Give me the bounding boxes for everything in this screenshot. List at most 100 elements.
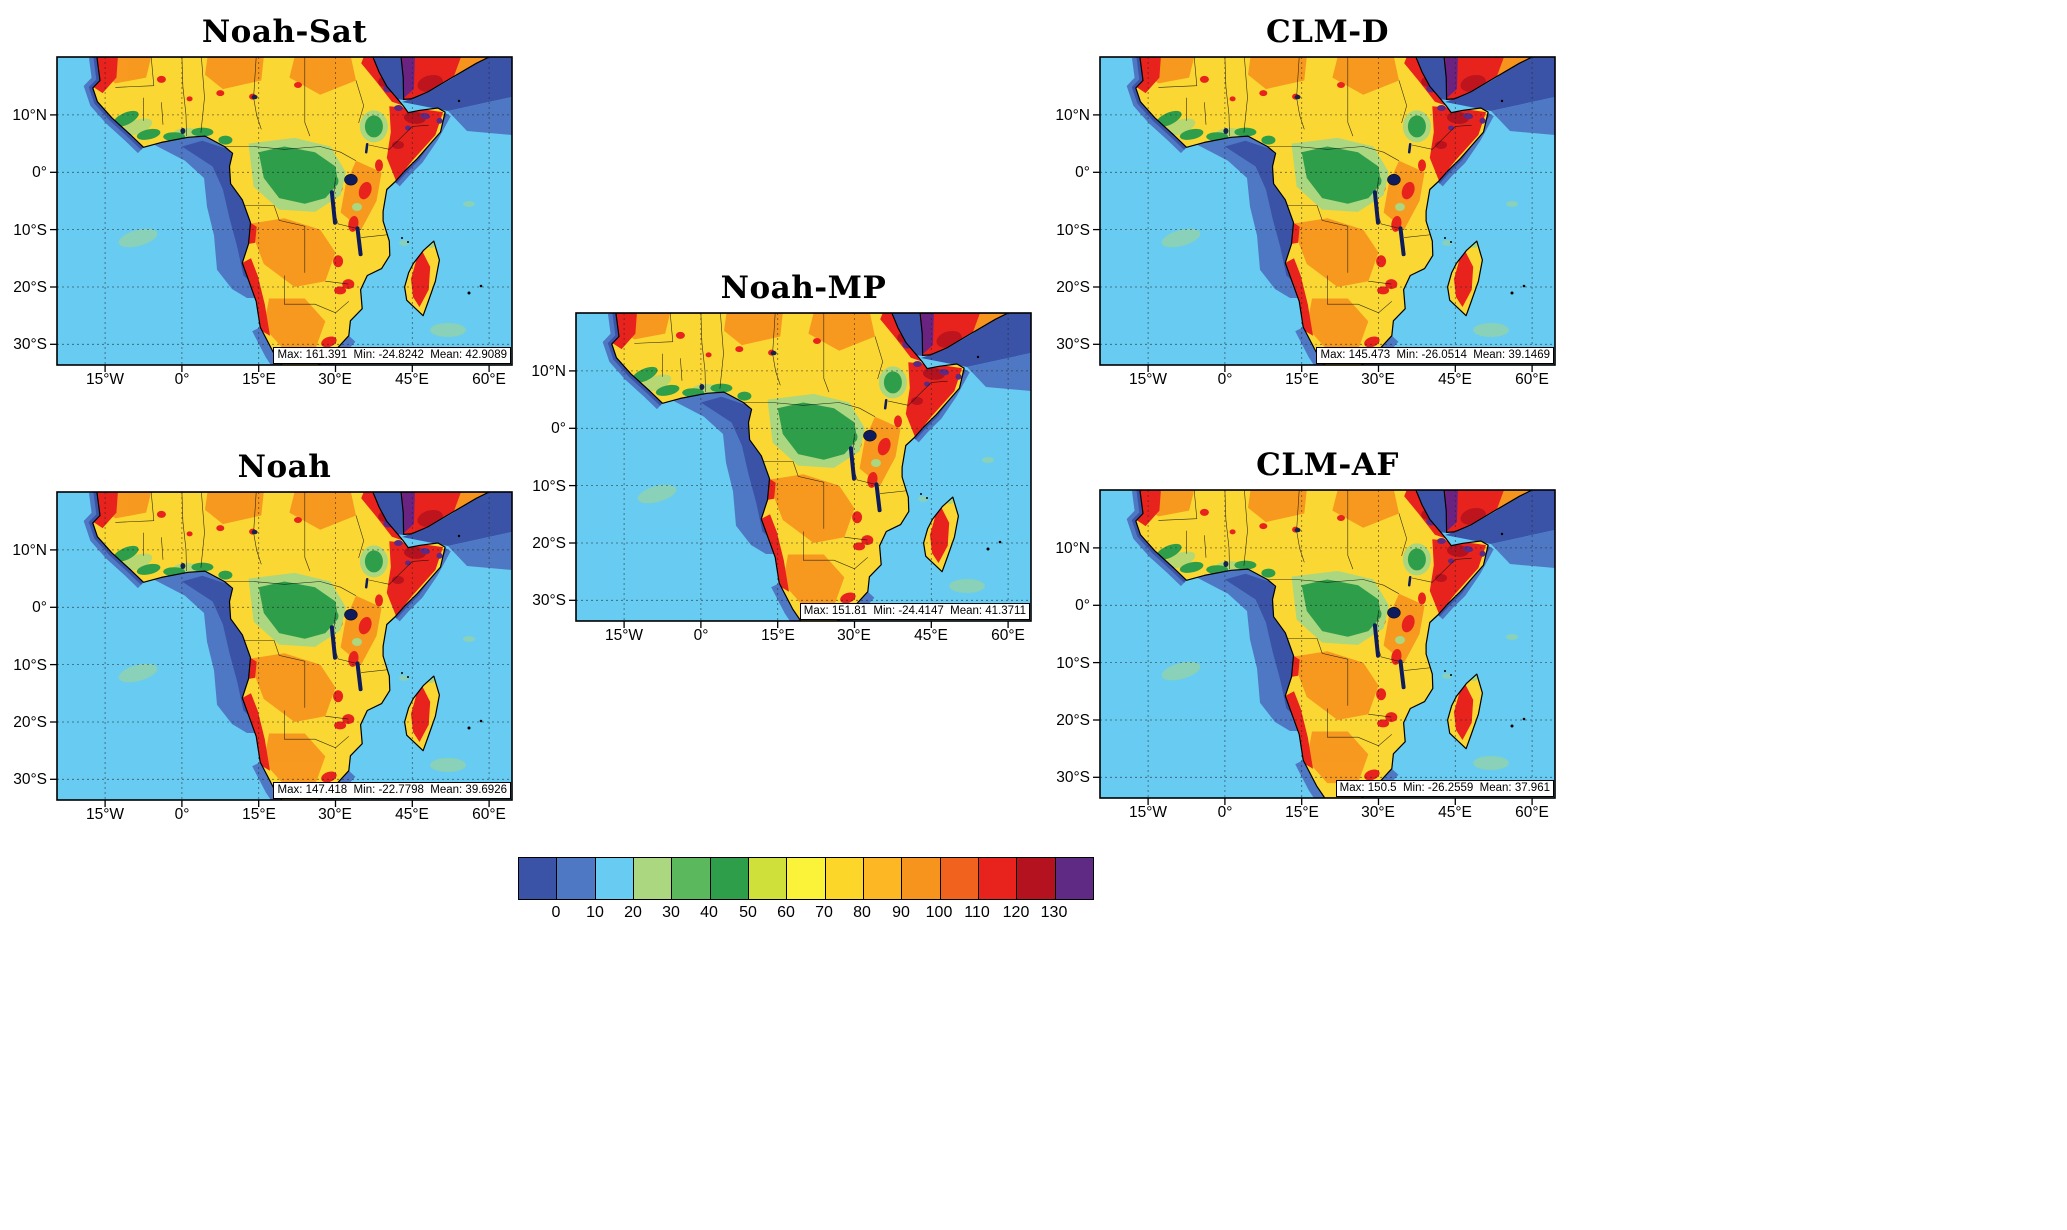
- colorbar-cell: [519, 858, 558, 899]
- lat-tick-label: 10°S: [13, 222, 47, 239]
- lat-tick-label: 30°S: [532, 592, 566, 609]
- colorbar-cell: [633, 858, 673, 899]
- lon-tick-label: 45°E: [395, 806, 429, 823]
- lon-tick-label: 60°E: [1515, 371, 1549, 388]
- lat-tick-label: 10°S: [13, 657, 47, 674]
- colorbar-tick-label: 100: [925, 904, 953, 921]
- colorbar-cell: [748, 858, 788, 899]
- colorbar-tick-label: 10: [586, 904, 604, 921]
- lon-tick-label: 15°E: [1285, 804, 1319, 821]
- panel-title-clm-af: CLM-AF: [1256, 447, 1399, 483]
- lon-tick-label: 60°E: [472, 806, 506, 823]
- lat-tick-label: 20°S: [1056, 712, 1090, 729]
- stats-box: Max: 161.391 Min: -24.8242 Mean: 42.9089: [273, 347, 511, 364]
- lon-tick-label: 15°E: [761, 627, 795, 644]
- stats-box: Max: 150.5 Min: -26.2559 Mean: 37.961: [1335, 780, 1554, 797]
- map-noah-mp: 10°N 0° 10°S 20°S 30°S 15°W 0° 15°E 30°E…: [531, 313, 1031, 644]
- colorbar-cell: [978, 858, 1018, 899]
- lat-tick-label: 10°N: [12, 542, 47, 559]
- lon-tick-label: 15°W: [1128, 804, 1168, 821]
- panel-noah-sat: Noah-Sat 10°N 0° 10°S 20°S 30°S 15°W 0° …: [12, 13, 512, 388]
- lon-tick-label: 15°W: [604, 627, 644, 644]
- africa-map: [576, 313, 1031, 621]
- colorbar-tick-label: 80: [853, 904, 871, 921]
- colorbar-tick-label: 50: [739, 904, 757, 921]
- map-clm-af: 10°N 0° 10°S 20°S 30°S 15°W 0° 15°E 30°E…: [1055, 490, 1555, 821]
- lat-tick-label: 20°S: [1056, 279, 1090, 296]
- panel-noah: Noah 10°N 0° 10°S 20°S 30°S 15°W 0° 15°E…: [12, 448, 512, 823]
- lat-tick-label: 0°: [32, 599, 47, 616]
- lon-tick-label: 60°E: [991, 627, 1025, 644]
- lon-tick-label: 30°E: [837, 627, 871, 644]
- lat-tick-label: 10°S: [1056, 655, 1090, 672]
- colorbar-tick-label: 120: [1002, 904, 1030, 921]
- lat-tick-label: 20°S: [13, 714, 47, 731]
- lon-tick-label: 45°E: [395, 371, 429, 388]
- colorbar-tick-label: 20: [624, 904, 642, 921]
- lon-tick-label: 15°E: [1285, 371, 1319, 388]
- lon-tick-label: 15°W: [1128, 371, 1168, 388]
- panel-title-clm-d: CLM-D: [1265, 14, 1390, 50]
- colorbar-tick-label: 110: [964, 904, 990, 921]
- stats-box: Max: 145.473 Min: -26.0514 Mean: 39.1469: [1316, 347, 1554, 364]
- colorbar-cell: [710, 858, 749, 899]
- lon-tick-label: 0°: [693, 627, 709, 644]
- colorbar-cell: [863, 858, 903, 899]
- lat-tick-label: 20°S: [532, 535, 566, 552]
- lat-tick-label: 0°: [1075, 164, 1090, 181]
- colorbar-tick-label: 90: [892, 904, 910, 921]
- lat-tick-label: 0°: [551, 420, 566, 437]
- lon-tick-label: 15°W: [85, 806, 125, 823]
- lat-tick-label: 10°S: [1056, 222, 1090, 239]
- panel-clm-d: CLM-D 10°N 0° 10°S 20°S 30°S 15°W 0° 15°…: [1055, 13, 1555, 388]
- colorbar-tick-label: 70: [815, 904, 833, 921]
- lat-tick-label: 10°S: [532, 478, 566, 495]
- lat-tick-label: 0°: [32, 164, 47, 181]
- lat-tick-label: 30°S: [13, 336, 47, 353]
- lat-tick-label: 10°N: [1055, 107, 1090, 124]
- lat-tick-label: 30°S: [1056, 769, 1090, 786]
- colorbar-cell: [825, 858, 864, 899]
- colorbar-cell: [787, 858, 826, 899]
- colorbar-cell: [940, 858, 979, 899]
- lon-tick-label: 0°: [1217, 371, 1233, 388]
- stats-box: Max: 147.418 Min: -22.7798 Mean: 39.6926: [273, 782, 511, 799]
- map-clm-d: 10°N 0° 10°S 20°S 30°S 15°W 0° 15°E 30°E…: [1055, 57, 1555, 388]
- colorbar-cell: [595, 858, 634, 899]
- stats-box: Max: 151.81 Min: -24.4147 Mean: 41.3711: [799, 603, 1030, 620]
- lon-tick-label: 0°: [174, 371, 190, 388]
- lat-tick-label: 30°S: [13, 771, 47, 788]
- lon-tick-label: 45°E: [914, 627, 948, 644]
- map-noah-sat: 10°N 0° 10°S 20°S 30°S 15°W 0° 15°E 30°E…: [12, 57, 512, 388]
- africa-map: [1100, 490, 1555, 798]
- lon-tick-label: 30°E: [318, 371, 352, 388]
- panel-title-noah-sat: Noah-Sat: [201, 14, 368, 50]
- lon-tick-label: 0°: [174, 806, 190, 823]
- colorbar-cell: [1017, 858, 1056, 899]
- lat-tick-label: 30°S: [1056, 336, 1090, 353]
- lon-tick-label: 15°W: [85, 371, 125, 388]
- lat-tick-label: 0°: [1075, 597, 1090, 614]
- lat-tick-label: 10°N: [12, 107, 47, 124]
- africa-map: [1100, 57, 1555, 365]
- lon-tick-label: 60°E: [472, 371, 506, 388]
- lon-tick-label: 15°E: [242, 806, 276, 823]
- panel-clm-af: CLM-AF 10°N 0° 10°S 20°S 30°S 15°W 0° 15…: [1055, 446, 1555, 821]
- africa-map: [57, 492, 512, 800]
- map-noah: 10°N 0° 10°S 20°S 30°S 15°W 0° 15°E 30°E…: [12, 492, 512, 823]
- lon-tick-label: 30°E: [318, 806, 352, 823]
- panel-title-noah-mp: Noah-MP: [720, 270, 887, 306]
- lon-tick-label: 60°E: [1515, 804, 1549, 821]
- panel-noah-mp: Noah-MP 10°N 0° 10°S 20°S 30°S 15°W 0° 1…: [531, 269, 1031, 644]
- lon-tick-label: 45°E: [1438, 804, 1472, 821]
- colorbar-cell: [1055, 858, 1093, 899]
- colorbar-tick-label: 0: [551, 904, 561, 921]
- colorbar-cell: [557, 858, 596, 899]
- lon-tick-label: 30°E: [1361, 804, 1395, 821]
- lat-tick-label: 10°N: [1055, 540, 1090, 557]
- panel-title-noah: Noah: [237, 449, 332, 485]
- lon-tick-label: 0°: [1217, 804, 1233, 821]
- lat-tick-label: 20°S: [13, 279, 47, 296]
- colorbar-tick-label: 30: [662, 904, 680, 921]
